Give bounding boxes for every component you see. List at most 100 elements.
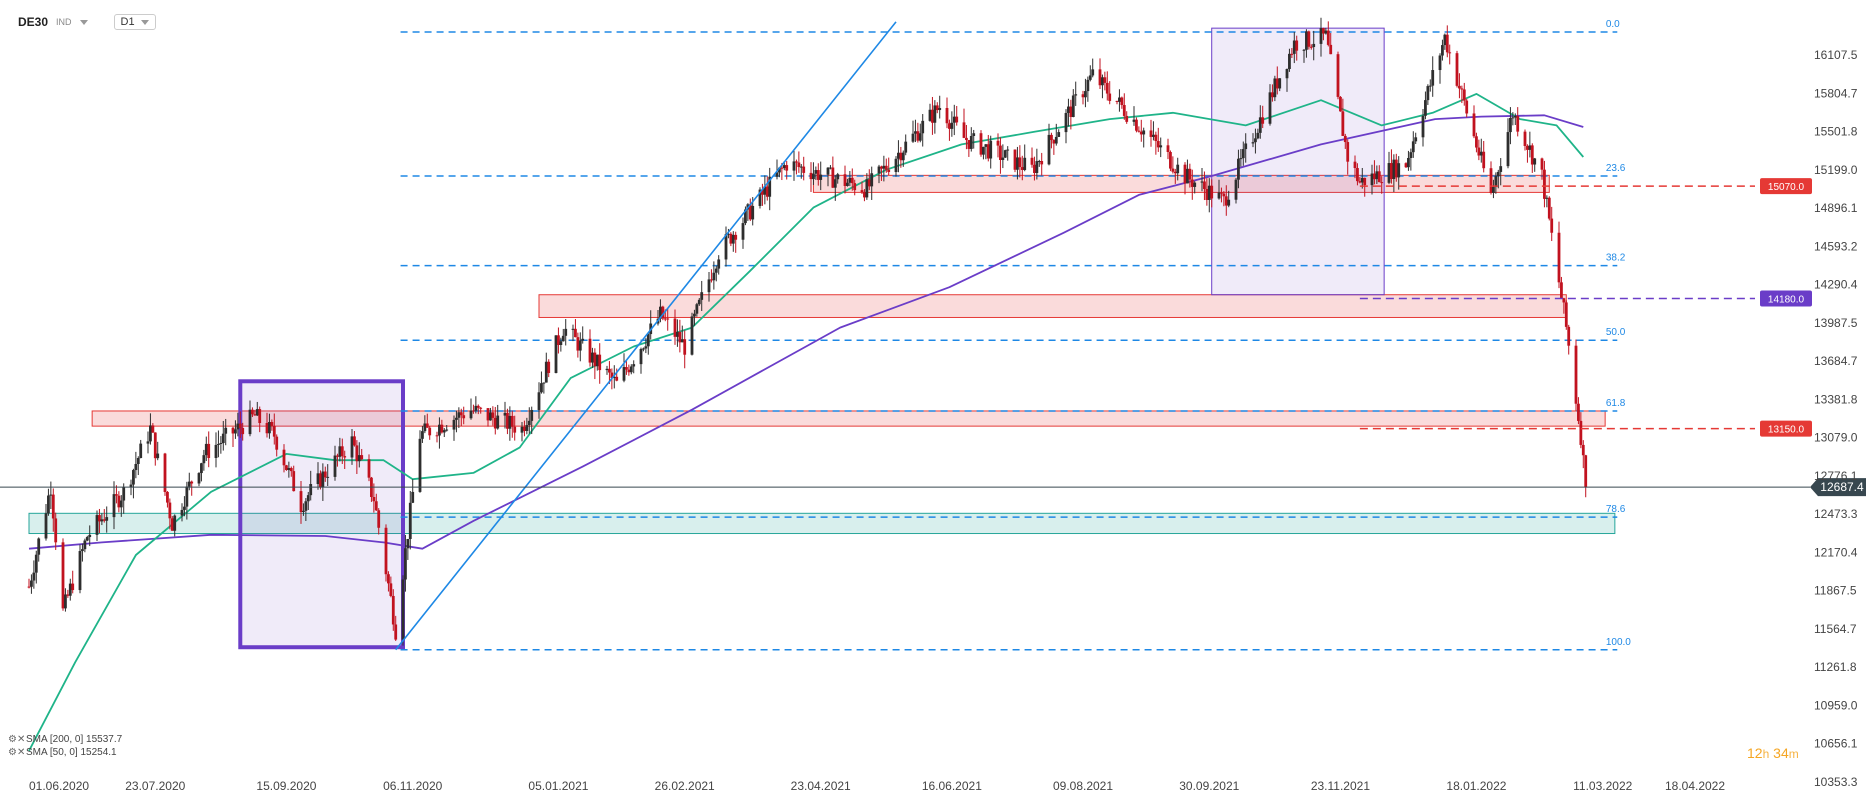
- candle-body: [265, 423, 269, 434]
- candle-body: [1018, 157, 1022, 168]
- candle-body: [1472, 113, 1476, 137]
- candle-body: [71, 583, 75, 591]
- candle-body: [1234, 179, 1238, 200]
- candle-body: [435, 435, 439, 437]
- candle-body: [608, 368, 611, 373]
- candle-body: [683, 339, 687, 355]
- candle-body: [812, 173, 815, 180]
- candle-body: [717, 259, 721, 269]
- legend-item-sma50[interactable]: ⚙✕ SMA [50, 0] 15254.1: [8, 746, 122, 759]
- candle-body: [1460, 88, 1464, 90]
- candle-body: [49, 494, 53, 496]
- candle-body: [185, 486, 189, 507]
- candle-body: [695, 304, 699, 314]
- candle-body: [627, 369, 631, 373]
- candle-body: [938, 107, 942, 111]
- candle-body: [151, 425, 155, 433]
- candle-body: [462, 415, 466, 419]
- symbol-label[interactable]: DE30: [18, 15, 49, 29]
- candle-body: [1312, 43, 1316, 47]
- candle-body: [241, 427, 245, 435]
- candle-body: [1455, 53, 1459, 86]
- candle-body: [625, 367, 628, 370]
- candle-body: [1013, 149, 1017, 170]
- candle-body: [1322, 28, 1325, 34]
- candle-body: [1037, 161, 1041, 163]
- candle-body: [986, 144, 990, 159]
- timeframe-select[interactable]: D1: [113, 14, 156, 30]
- candle-body: [1273, 78, 1277, 98]
- candle-body: [1139, 131, 1143, 135]
- candle-body: [1071, 95, 1075, 117]
- candle-body: [982, 146, 985, 155]
- countdown-hours: 12: [1747, 745, 1763, 761]
- candle-body: [408, 502, 412, 539]
- candle-body: [248, 409, 252, 435]
- candle-body: [527, 420, 531, 426]
- candle-body: [1050, 134, 1053, 141]
- candle-body: [425, 423, 429, 428]
- candle-body: [459, 412, 463, 416]
- candle-body: [979, 133, 983, 155]
- candle-body: [180, 509, 184, 516]
- candle-body: [44, 513, 48, 539]
- candle-body: [1052, 140, 1056, 144]
- highlight-box: [238, 379, 405, 650]
- candle-body: [1186, 168, 1189, 184]
- candle-body: [442, 430, 446, 433]
- date-tick-label: 16.06.2021: [922, 779, 982, 793]
- candle-body: [255, 409, 259, 416]
- candle-body: [1137, 130, 1141, 132]
- candle-body: [853, 183, 857, 191]
- candle-body: [554, 335, 558, 373]
- candle-countdown: 12h 34m: [1747, 745, 1799, 761]
- candle-body: [117, 495, 121, 508]
- candle-body: [1411, 141, 1415, 153]
- candle-body: [931, 109, 934, 123]
- candle-body: [100, 519, 104, 522]
- candle-body: [1424, 100, 1427, 116]
- candle-body: [865, 179, 869, 198]
- candle-body: [1047, 134, 1051, 165]
- candle-body: [969, 135, 973, 149]
- candle-body: [1210, 185, 1214, 199]
- current-price-label: 12687.4: [1820, 480, 1864, 494]
- candle-body: [61, 542, 65, 609]
- candle-body: [1268, 92, 1272, 124]
- candle-body: [491, 412, 495, 418]
- settings-close-icon[interactable]: ⚙✕: [8, 747, 26, 758]
- price-axis[interactable]: 16107.5 15804.7 15501.8 15199.0 14896.1 14593…: [1814, 48, 1858, 789]
- candle-body: [1319, 28, 1323, 44]
- candle-body: [336, 455, 339, 457]
- candles-layer: [27, 17, 1588, 646]
- candle-body: [1288, 53, 1291, 69]
- candle-body: [122, 487, 126, 501]
- candle-body: [819, 174, 823, 180]
- candle-body: [928, 109, 932, 121]
- candle-body: [727, 233, 730, 235]
- candle-body: [486, 408, 490, 421]
- time-axis[interactable]: 01.06.2020 23.07.2020 15.09.2020 06.11.2020…: [29, 779, 1725, 793]
- candle-body: [1496, 171, 1500, 177]
- candle-body: [1084, 91, 1087, 98]
- candle-body: [105, 517, 109, 521]
- candle-body: [173, 515, 177, 531]
- date-tick-label: 09.08.2021: [1053, 779, 1113, 793]
- candle-body: [1494, 176, 1498, 188]
- candle-body: [353, 436, 356, 446]
- candle-body: [1339, 96, 1342, 112]
- legend-item-sma200[interactable]: ⚙✕ SMA [200, 0] 15537.7: [8, 733, 122, 746]
- candle-body: [204, 443, 208, 456]
- candle-body: [693, 313, 696, 317]
- candle-body: [690, 316, 694, 355]
- settings-close-icon[interactable]: ⚙✕: [8, 734, 26, 745]
- candle-body: [190, 481, 194, 484]
- candle-body: [1132, 119, 1136, 122]
- symbol-chevron-down-icon[interactable]: [79, 19, 88, 25]
- candle-body: [1251, 142, 1255, 144]
- candle-body: [214, 444, 218, 458]
- candle-body: [489, 412, 492, 421]
- candle-body: [32, 572, 36, 581]
- candle-body: [1064, 112, 1068, 133]
